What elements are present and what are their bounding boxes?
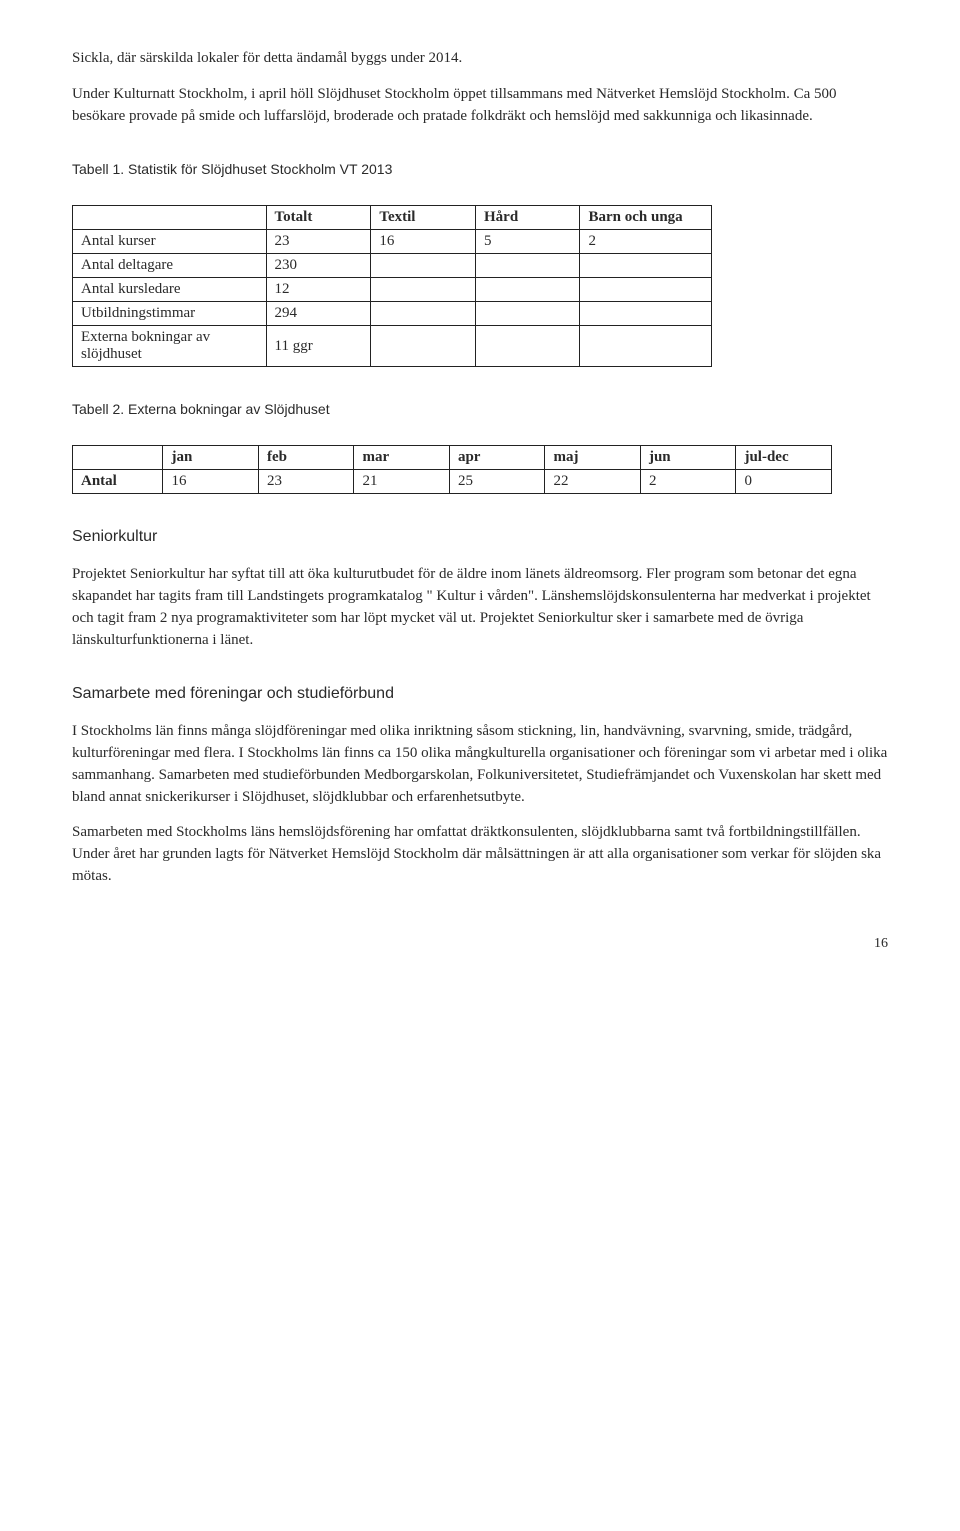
table-row: Antal 16 23 21 25 22 2 0 bbox=[73, 470, 832, 494]
t2-h-empty bbox=[73, 446, 163, 470]
cell-value: 25 bbox=[449, 470, 545, 494]
table-row: Antal deltagare 230 bbox=[73, 254, 712, 278]
t2-h-jun: jun bbox=[640, 446, 736, 470]
samarbete-p1: I Stockholms län finns många slöjdföreni… bbox=[72, 721, 888, 808]
table2-bokningar: jan feb mar apr maj jun jul-dec Antal 16… bbox=[72, 445, 832, 494]
table-row: Antal kursledare 12 bbox=[73, 278, 712, 302]
t2-h-maj: maj bbox=[545, 446, 641, 470]
table1-h-hard: Hård bbox=[476, 206, 580, 230]
cell-value: 2 bbox=[640, 470, 736, 494]
cell-label: Antal kurser bbox=[73, 230, 267, 254]
cell-value bbox=[371, 254, 476, 278]
table1-h-empty bbox=[73, 206, 267, 230]
table1-caption: Tabell 1. Statistik för Slöjdhuset Stock… bbox=[72, 161, 888, 177]
heading-samarbete: Samarbete med föreningar och studieförbu… bbox=[72, 685, 888, 703]
cell-value: 23 bbox=[266, 230, 371, 254]
cell-value: 0 bbox=[736, 470, 832, 494]
table1-h-totalt: Totalt bbox=[266, 206, 371, 230]
cell-value: 230 bbox=[266, 254, 371, 278]
t2-h-apr: apr bbox=[449, 446, 545, 470]
cell-value: 23 bbox=[258, 470, 354, 494]
cell-value: 16 bbox=[163, 470, 259, 494]
intro-paragraph-2: Under Kulturnatt Stockholm, i april höll… bbox=[72, 84, 888, 128]
t2-h-mar: mar bbox=[354, 446, 450, 470]
senior-p1: Projektet Seniorkultur har syftat till a… bbox=[72, 564, 888, 651]
cell-value bbox=[371, 326, 476, 367]
cell-label: Antal deltagare bbox=[73, 254, 267, 278]
table1-h-textil: Textil bbox=[371, 206, 476, 230]
cell-value: 294 bbox=[266, 302, 371, 326]
table1-statistik: Totalt Textil Hård Barn och unga Antal k… bbox=[72, 205, 712, 367]
page-number: 16 bbox=[72, 936, 888, 952]
cell-value bbox=[580, 254, 712, 278]
t2-h-feb: feb bbox=[258, 446, 354, 470]
table2-caption: Tabell 2. Externa bokningar av Slöjdhuse… bbox=[72, 401, 888, 417]
table2-header-row: jan feb mar apr maj jun jul-dec bbox=[73, 446, 832, 470]
cell-label: Utbildningstimmar bbox=[73, 302, 267, 326]
intro-paragraph-1: Sickla, där särskilda lokaler för detta … bbox=[72, 48, 888, 70]
cell-value bbox=[580, 326, 712, 367]
t2-h-jan: jan bbox=[163, 446, 259, 470]
cell-value: 12 bbox=[266, 278, 371, 302]
cell-label: Antal bbox=[73, 470, 163, 494]
cell-value bbox=[580, 302, 712, 326]
cell-value bbox=[371, 278, 476, 302]
table-row: Utbildningstimmar 294 bbox=[73, 302, 712, 326]
samarbete-p2: Samarbeten med Stockholms läns hemslöjds… bbox=[72, 822, 888, 887]
heading-seniorkultur: Seniorkultur bbox=[72, 528, 888, 546]
cell-value: 5 bbox=[476, 230, 580, 254]
cell-value: 11 ggr bbox=[266, 326, 371, 367]
cell-value: 16 bbox=[371, 230, 476, 254]
cell-value: 2 bbox=[580, 230, 712, 254]
cell-label: Antal kursledare bbox=[73, 278, 267, 302]
table1-header-row: Totalt Textil Hård Barn och unga bbox=[73, 206, 712, 230]
cell-value bbox=[580, 278, 712, 302]
cell-label: Externa bokningar av slöjdhuset bbox=[73, 326, 267, 367]
table1-h-barn: Barn och unga bbox=[580, 206, 712, 230]
table-row: Externa bokningar av slöjdhuset 11 ggr bbox=[73, 326, 712, 367]
table-row: Antal kurser 23 16 5 2 bbox=[73, 230, 712, 254]
cell-value: 21 bbox=[354, 470, 450, 494]
cell-value bbox=[476, 254, 580, 278]
cell-value: 22 bbox=[545, 470, 641, 494]
t2-h-juldec: jul-dec bbox=[736, 446, 832, 470]
cell-value bbox=[476, 326, 580, 367]
cell-value bbox=[476, 278, 580, 302]
cell-value bbox=[476, 302, 580, 326]
cell-value bbox=[371, 302, 476, 326]
